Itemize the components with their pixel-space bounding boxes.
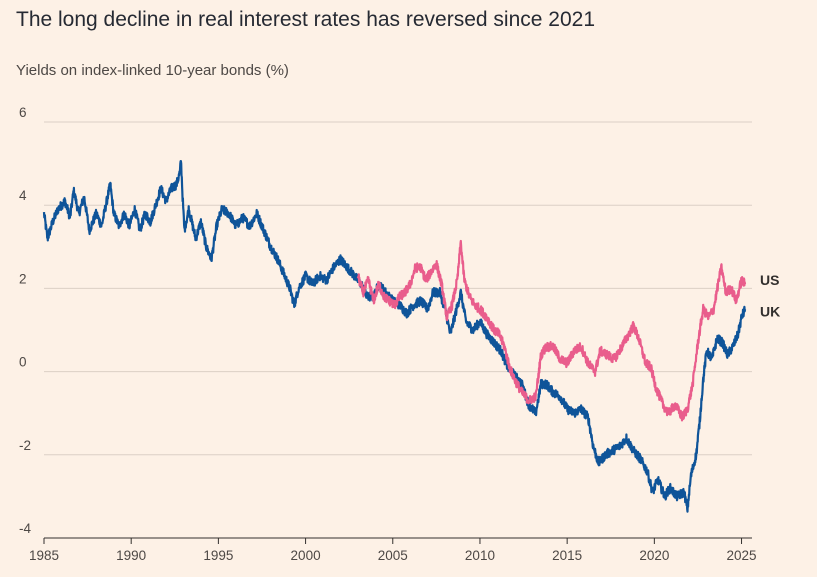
- x-tick-label: 2005: [378, 548, 408, 563]
- y-tick-label: -2: [19, 438, 31, 453]
- x-tick-label: 2000: [291, 548, 321, 563]
- series-line-uk: [42, 160, 747, 513]
- series-label-us: US: [760, 272, 779, 288]
- series-label-uk: UK: [760, 303, 780, 319]
- x-tick-label: 2015: [552, 548, 582, 563]
- series-lines: [42, 160, 747, 513]
- y-tick-label: 2: [19, 271, 27, 286]
- x-tick-label: 2020: [639, 548, 669, 563]
- y-axis-ticks: 6 4 2 0 -2 -4: [19, 105, 31, 536]
- y-tick-label: 4: [19, 188, 27, 203]
- x-tick-label: 1990: [116, 548, 146, 563]
- y-tick-label: 0: [19, 355, 27, 370]
- chart-title: The long decline in real interest rates …: [16, 8, 595, 31]
- y-tick-label: -4: [19, 521, 31, 536]
- series-labels: UK US: [760, 272, 780, 319]
- series-line-us: [356, 239, 747, 422]
- x-tick-label: 1985: [29, 548, 59, 563]
- x-axis-ticks: 1985 1990 1995 2000 2005 2010 2015 2020 2025: [29, 537, 757, 563]
- chart-subtitle: Yields on index-linked 10-year bonds (%): [16, 62, 289, 79]
- y-tick-label: 6: [19, 105, 27, 120]
- gridlines: [44, 121, 752, 456]
- x-tick-label: 1995: [203, 548, 233, 563]
- x-tick-label: 2025: [727, 548, 757, 563]
- x-tick-label: 2010: [465, 548, 495, 563]
